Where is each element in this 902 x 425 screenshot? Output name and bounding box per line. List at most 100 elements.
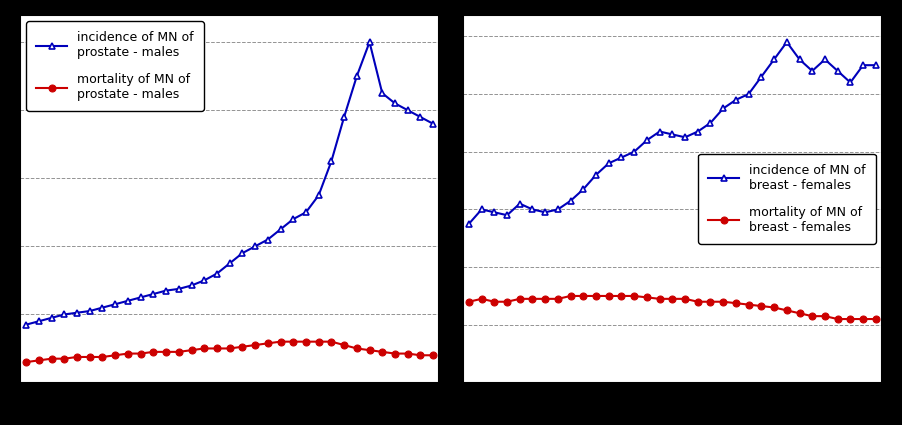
incidence of MN of
breast - females — [858, 62, 869, 68]
incidence of MN of
breast - females — [693, 129, 704, 134]
mortality of MN of
breast - females — [743, 302, 754, 307]
mortality of MN of
breast - females — [820, 314, 831, 319]
mortality of MN of
prostate - males — [225, 346, 235, 351]
mortality of MN of
breast - females — [679, 296, 690, 301]
mortality of MN of
prostate - males — [313, 339, 324, 344]
incidence of MN of
prostate - males — [262, 237, 273, 242]
incidence of MN of
breast - females — [591, 172, 602, 177]
mortality of MN of
prostate - males — [161, 349, 171, 354]
Line: mortality of MN of
prostate - males: mortality of MN of prostate - males — [23, 338, 437, 366]
mortality of MN of
prostate - males — [110, 353, 121, 358]
mortality of MN of
breast - females — [591, 293, 602, 298]
incidence of MN of
breast - females — [616, 155, 627, 160]
mortality of MN of
breast - females — [489, 299, 500, 304]
mortality of MN of
breast - females — [845, 317, 856, 322]
incidence of MN of
prostate - males — [275, 227, 286, 232]
incidence of MN of
breast - females — [476, 207, 487, 212]
incidence of MN of
prostate - males — [250, 244, 261, 249]
mortality of MN of
prostate - males — [46, 356, 57, 361]
incidence of MN of
breast - females — [679, 135, 690, 140]
incidence of MN of
prostate - males — [415, 114, 426, 119]
incidence of MN of
breast - females — [553, 207, 564, 212]
mortality of MN of
breast - females — [553, 296, 564, 301]
incidence of MN of
prostate - males — [161, 288, 171, 293]
incidence of MN of
prostate - males — [173, 286, 184, 292]
incidence of MN of
breast - females — [731, 97, 741, 102]
incidence of MN of
prostate - males — [186, 283, 197, 288]
incidence of MN of
prostate - males — [123, 298, 133, 303]
mortality of MN of
breast - females — [566, 293, 576, 298]
mortality of MN of
prostate - males — [173, 349, 184, 354]
mortality of MN of
breast - females — [464, 299, 474, 304]
incidence of MN of
breast - females — [629, 149, 640, 154]
mortality of MN of
prostate - males — [212, 346, 223, 351]
mortality of MN of
prostate - males — [237, 344, 248, 349]
incidence of MN of
breast - females — [527, 207, 538, 212]
mortality of MN of
breast - females — [731, 300, 741, 306]
incidence of MN of
prostate - males — [326, 159, 336, 164]
incidence of MN of
breast - females — [667, 132, 677, 137]
mortality of MN of
breast - females — [693, 299, 704, 304]
incidence of MN of
breast - females — [464, 221, 474, 227]
mortality of MN of
prostate - males — [198, 346, 209, 351]
mortality of MN of
prostate - males — [352, 346, 363, 351]
mortality of MN of
breast - females — [781, 308, 792, 313]
incidence of MN of
prostate - males — [428, 121, 438, 126]
mortality of MN of
prostate - males — [262, 341, 273, 346]
incidence of MN of
breast - females — [794, 57, 805, 62]
incidence of MN of
breast - females — [743, 91, 754, 96]
incidence of MN of
prostate - males — [198, 278, 209, 283]
mortality of MN of
prostate - males — [364, 348, 375, 353]
mortality of MN of
breast - females — [858, 317, 869, 322]
incidence of MN of
breast - females — [845, 80, 856, 85]
mortality of MN of
breast - females — [806, 314, 817, 319]
mortality of MN of
breast - females — [654, 296, 665, 301]
incidence of MN of
breast - females — [603, 161, 614, 166]
mortality of MN of
prostate - males — [33, 358, 44, 363]
mortality of MN of
breast - females — [603, 293, 614, 298]
incidence of MN of
breast - females — [641, 138, 652, 143]
incidence of MN of
prostate - males — [33, 319, 44, 324]
mortality of MN of
prostate - males — [59, 356, 69, 361]
mortality of MN of
prostate - males — [300, 339, 311, 344]
mortality of MN of
prostate - males — [148, 349, 159, 354]
incidence of MN of
prostate - males — [46, 315, 57, 320]
mortality of MN of
prostate - males — [135, 351, 146, 356]
Line: mortality of MN of
breast - females: mortality of MN of breast - females — [465, 292, 879, 323]
incidence of MN of
breast - females — [806, 68, 817, 74]
incidence of MN of
breast - females — [718, 106, 729, 111]
Line: incidence of MN of
prostate - males: incidence of MN of prostate - males — [23, 39, 437, 328]
mortality of MN of
breast - females — [578, 293, 589, 298]
incidence of MN of
breast - females — [870, 62, 881, 68]
incidence of MN of
breast - females — [539, 210, 550, 215]
incidence of MN of
prostate - males — [97, 305, 108, 310]
mortality of MN of
prostate - males — [377, 349, 388, 354]
incidence of MN of
prostate - males — [85, 309, 96, 314]
mortality of MN of
breast - females — [870, 317, 881, 322]
incidence of MN of
prostate - males — [377, 91, 388, 96]
incidence of MN of
prostate - males — [148, 292, 159, 297]
incidence of MN of
prostate - males — [338, 114, 349, 119]
incidence of MN of
breast - females — [566, 198, 576, 203]
mortality of MN of
breast - females — [718, 299, 729, 304]
mortality of MN of
prostate - males — [71, 354, 82, 360]
incidence of MN of
breast - females — [781, 40, 792, 45]
incidence of MN of
prostate - males — [110, 302, 121, 307]
mortality of MN of
breast - females — [629, 293, 640, 298]
Legend: incidence of MN of
breast - females, mortality of MN of
breast - females: incidence of MN of breast - females, mor… — [698, 154, 876, 244]
incidence of MN of
prostate - males — [402, 108, 413, 113]
mortality of MN of
breast - females — [756, 303, 767, 309]
incidence of MN of
breast - females — [705, 120, 716, 125]
incidence of MN of
prostate - males — [21, 322, 32, 327]
incidence of MN of
breast - females — [502, 212, 512, 218]
mortality of MN of
breast - females — [769, 305, 779, 310]
Legend: incidence of MN of
prostate - males, mortality of MN of
prostate - males: incidence of MN of prostate - males, mor… — [26, 21, 204, 111]
mortality of MN of
breast - females — [476, 296, 487, 301]
incidence of MN of
prostate - males — [288, 217, 299, 222]
incidence of MN of
breast - females — [489, 210, 500, 215]
mortality of MN of
breast - females — [616, 293, 627, 298]
mortality of MN of
prostate - males — [21, 360, 32, 365]
incidence of MN of
breast - females — [769, 57, 779, 62]
mortality of MN of
prostate - males — [390, 351, 400, 356]
incidence of MN of
prostate - males — [390, 101, 400, 106]
